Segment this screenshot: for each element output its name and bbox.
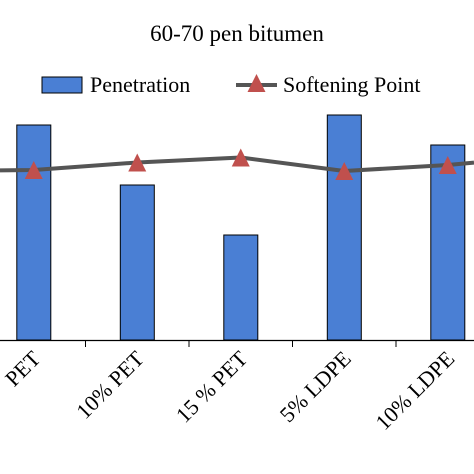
legend-marker-softening-point <box>247 74 266 92</box>
marker-softening-point-1 <box>128 153 147 172</box>
ticks-layer <box>85 340 397 347</box>
marker-softening-point-0 <box>24 161 43 179</box>
marker-softening-point-3 <box>335 162 354 180</box>
line-layer <box>0 148 474 180</box>
x-tick-label-3: 5% LDPE <box>275 346 356 427</box>
bar-penetration-2 <box>223 234 259 341</box>
x-tick-label-4: 10% LDPE <box>370 346 459 435</box>
x-tick-label-2: 15 % PET <box>171 345 253 427</box>
bar-penetration-0 <box>16 124 52 341</box>
legend: Penetration Softening Point <box>41 72 421 97</box>
x-tick-label-0: PET <box>0 345 46 391</box>
legend-label-softening-point: Softening Point <box>283 72 421 97</box>
bar-penetration-4 <box>430 144 466 341</box>
x-tick-label-1: 10% PET <box>71 345 149 423</box>
legend-swatch-penetration <box>41 76 83 94</box>
marker-softening-point-4 <box>438 156 457 174</box>
marker-softening-point-2 <box>231 148 250 167</box>
bars-layer <box>16 114 466 341</box>
chart-title: 60-70 pen bitumen <box>150 21 324 46</box>
bar-penetration-3 <box>326 114 362 341</box>
bar-penetration-1 <box>119 184 155 341</box>
legend-label-penetration: Penetration <box>90 72 190 97</box>
